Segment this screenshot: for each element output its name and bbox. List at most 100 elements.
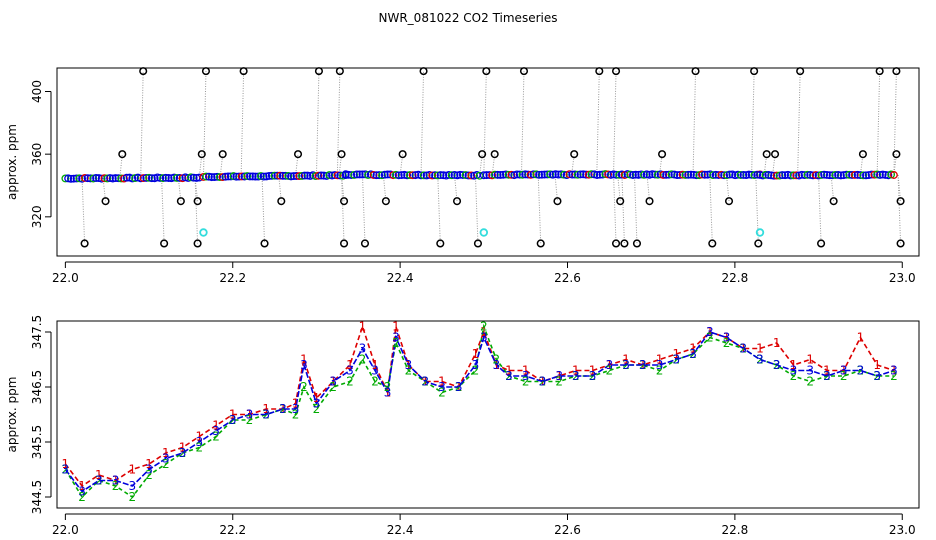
outlier-connector [140,71,144,179]
baseline-point [535,170,544,179]
baseline-point [246,172,254,181]
baseline-point [881,170,890,179]
baseline-point [803,170,812,179]
baseline-point [350,170,359,179]
series-3-marker: 3 [505,369,513,383]
top-x-tick-label: 22.2 [219,271,246,285]
series-3-marker: 3 [262,408,270,422]
baseline-point [825,171,834,180]
series-1-marker: 1 [689,342,697,356]
outlier-point [381,197,390,206]
baseline-point [887,170,896,179]
outlier-point [419,67,428,76]
outlier-connector [382,175,387,202]
series-2-marker: 2 [873,369,881,383]
series-1-marker: 1 [756,342,764,356]
series-1-marker: 1 [672,347,680,361]
baseline-point [513,170,521,179]
series-1-marker: 1 [145,457,153,471]
outlier-point [337,150,346,159]
baseline-point [703,170,712,179]
baseline-point [582,170,590,179]
baseline-point [161,173,170,182]
series-2-marker: 2 [756,353,764,367]
baseline-point [153,173,162,182]
baseline-point [584,170,593,179]
baseline-point [145,173,154,182]
series-3-marker: 3 [229,413,237,427]
series-2-marker: 2 [62,463,70,477]
baseline-point [243,172,252,181]
series-3-marker: 3 [672,353,680,367]
series-1-marker: 1 [129,463,137,477]
baseline-point [147,174,156,183]
baseline-point [717,170,726,179]
series-2-marker: 2 [522,375,530,389]
series-1-marker: 1 [840,364,848,378]
baseline-point [276,171,285,180]
outlier-point [536,239,545,248]
series-3-marker: 3 [622,358,630,372]
baseline-point [698,170,706,179]
baseline-point [100,174,109,183]
baseline-point [637,170,646,179]
baseline-point [856,171,865,180]
baseline-point [202,172,211,181]
outlier-connector [341,175,345,202]
outlier-point [658,150,667,159]
baseline-point [86,174,95,183]
baseline-point [213,172,222,181]
series-1-marker: 1 [589,364,597,378]
baseline-point [419,171,428,180]
baseline-point [554,170,563,179]
baseline-point [444,170,453,179]
baseline-point [626,170,635,179]
series-1-marker: 1 [162,446,170,460]
series-1-marker: 1 [392,320,400,334]
baseline-point [700,170,709,179]
series-1-marker: 1 [292,397,300,411]
outlier-point [616,197,625,206]
outlier-connector [621,174,625,244]
baseline-point [66,174,75,183]
series-3-marker: 3 [329,375,337,389]
baseline-point [720,171,729,180]
outlier-point [896,239,905,248]
baseline-point [405,171,414,179]
outlier-point [708,239,717,248]
series-1-marker: 1 [806,353,814,367]
baseline-point [764,171,773,179]
baseline-point [692,171,701,180]
baseline-point [108,174,117,183]
series-3-marker: 3 [823,369,831,383]
baseline-point [744,170,753,179]
baseline-point [673,171,682,179]
series-2-marker: 2 [472,364,480,378]
baseline-point [221,172,230,181]
baseline-point [809,171,817,180]
baseline-point [515,170,524,179]
baseline-point [806,170,815,179]
baseline-point [210,173,219,181]
baseline-point [834,171,843,179]
outlier-point [176,197,185,206]
baseline-point [270,171,279,180]
series-2-marker: 2 [589,369,597,383]
outlier-connector [161,177,165,244]
outlier-connector [336,71,341,176]
baseline-point [573,170,582,179]
outlier-connector [194,177,199,244]
bottom-x-tick-label: 22.6 [554,523,581,537]
baseline-point [417,171,425,180]
baseline-point [767,171,776,180]
series-3-marker: 3 [438,380,446,394]
top-x-tick-label: 22.6 [554,271,581,285]
baseline-point [170,173,179,182]
baseline-point [612,170,621,179]
series-1-marker: 1 [78,479,86,493]
series-1-marker: 1 [622,353,630,367]
outlier-connector [751,71,755,175]
series-2-marker: 2 [112,479,120,493]
